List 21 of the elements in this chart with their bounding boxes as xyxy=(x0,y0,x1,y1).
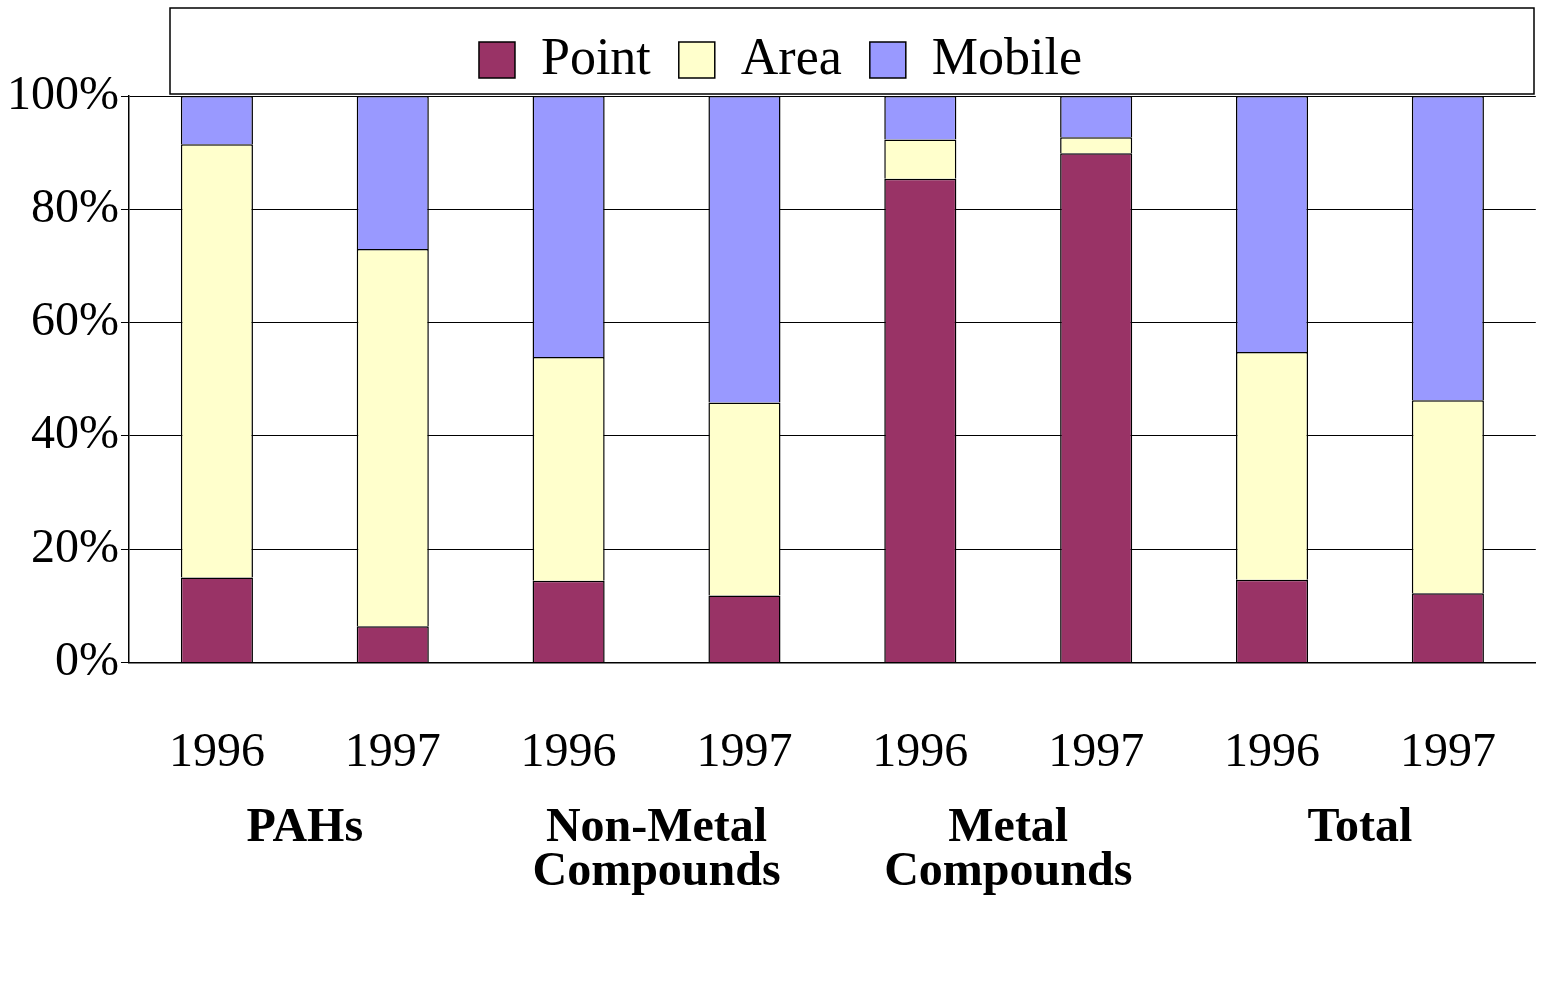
x-tick-label: 1997 xyxy=(344,722,441,776)
y-tick-label: 100% xyxy=(7,65,119,119)
y-tick-label: 0% xyxy=(55,632,119,686)
text: Non-Metal Compounds xyxy=(532,797,781,895)
y-tick-label: 60% xyxy=(31,292,119,346)
x-tick-label: 1996 xyxy=(1224,722,1321,776)
x-tick-label: 1997 xyxy=(696,722,793,776)
x-tick-label: 1996 xyxy=(520,722,617,776)
legend-label: Point xyxy=(540,27,652,85)
legend-label: Area xyxy=(740,27,842,85)
x-tick-label: 1996 xyxy=(872,722,969,776)
x-tick-label: 1997 xyxy=(1048,722,1145,776)
text: Total xyxy=(1307,797,1413,851)
x-tick-label: 1997 xyxy=(1399,722,1496,776)
x-tick-label: 1996 xyxy=(168,722,265,776)
legend-label: Mobile xyxy=(931,27,1083,85)
y-tick-label: 40% xyxy=(31,405,119,459)
y-tick-label: 80% xyxy=(31,178,119,232)
text: PAHs xyxy=(246,797,364,851)
y-tick-label: 20% xyxy=(31,518,119,572)
text: Metal Compounds xyxy=(884,797,1133,895)
